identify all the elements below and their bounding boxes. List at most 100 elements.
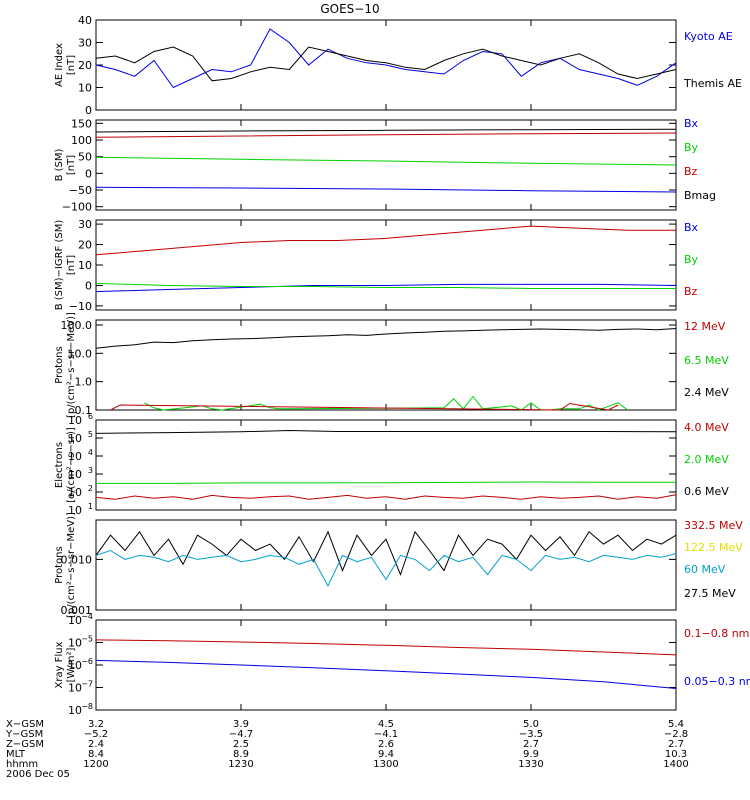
y-tick-label: 0.1 bbox=[75, 404, 93, 417]
y-tick-label: −50 bbox=[69, 184, 92, 197]
panel-protons-mev: 0.1 1.0 10.0 100.0 Protons [p/(cm²−s−sr−MeV)]… bbox=[54, 312, 729, 418]
axis-row-value: 5.0 bbox=[523, 719, 539, 730]
legend-entry: 27.5 MeV bbox=[684, 587, 736, 600]
legend-entry: 2.0 MeV bbox=[684, 453, 729, 466]
legend-entry: Themis AE bbox=[683, 77, 742, 90]
y-tick-label: 10 bbox=[68, 468, 82, 481]
y-tick-label: 10 bbox=[68, 637, 82, 650]
legend-entry: 6.5 MeV bbox=[684, 354, 729, 367]
panel-frame bbox=[95, 619, 677, 711]
y-tick-label: 10 bbox=[78, 82, 92, 95]
axis-row-label: Z−GSM bbox=[6, 739, 44, 750]
axis-row-value: 10.3 bbox=[665, 749, 687, 760]
series-2-0-mev bbox=[96, 481, 676, 484]
axis-row-label: hhmm bbox=[6, 759, 38, 770]
legend-entry: Bx bbox=[684, 221, 699, 234]
y-axis-label: [p/(cm²−s−sr−MeV)] bbox=[66, 312, 77, 418]
series-4-0-mev bbox=[95, 494, 677, 500]
legend-entry: By bbox=[684, 253, 699, 266]
axis-row-value: −4.7 bbox=[229, 729, 253, 740]
y-tick-label: 1.0 bbox=[75, 376, 93, 389]
y-tick-label: 100 bbox=[71, 134, 92, 147]
axis-row-value: 2.4 bbox=[88, 739, 104, 750]
y-tick-label: 30 bbox=[78, 218, 92, 231]
y-tick-exponent: 4 bbox=[88, 448, 93, 457]
y-tick-label: 10 bbox=[68, 486, 82, 499]
y-tick-label: 0 bbox=[85, 104, 92, 117]
y-tick-label: 0.001 bbox=[61, 604, 93, 617]
axis-row-value: 1200 bbox=[83, 759, 108, 770]
axis-row-value: 2.7 bbox=[523, 739, 539, 750]
series-27-5-mev bbox=[95, 530, 677, 577]
axis-row-label: MLT bbox=[6, 749, 26, 760]
y-tick-label: 100.0 bbox=[61, 319, 93, 332]
panel-bsm: −100 −50 0 50 100 150 B (SM) [nT] Bx By Bz Bmag bbox=[54, 117, 716, 214]
legend-entry: 60 MeV bbox=[684, 563, 726, 576]
y-tick-label: 50 bbox=[78, 151, 92, 164]
y-tick-label: 10 bbox=[68, 432, 82, 445]
y-axis-label: Electrons bbox=[54, 442, 65, 488]
legend-entry: 4.0 MeV bbox=[684, 421, 729, 434]
y-tick-label: 10 bbox=[68, 682, 82, 695]
series-themis-ae bbox=[95, 46, 677, 82]
y-axis-label: [e/(cm²−s−sr)] bbox=[66, 427, 77, 503]
series-0-6-mev bbox=[95, 429, 677, 434]
axis-row-value: 4.5 bbox=[378, 719, 394, 730]
panel-frame bbox=[95, 219, 677, 311]
series-0-1-0-8-nm bbox=[95, 639, 677, 656]
series-12-mev bbox=[110, 402, 619, 411]
legend-entry: 0.1−0.8 nm bbox=[684, 627, 749, 640]
legend-entry: 12 MeV bbox=[684, 320, 726, 333]
legend-entry: Bmag bbox=[684, 189, 716, 202]
axis-row-value: −4.1 bbox=[374, 729, 398, 740]
series-bmag bbox=[95, 128, 677, 133]
legend-entry: Bz bbox=[684, 285, 698, 298]
y-tick-label: 20 bbox=[78, 59, 92, 72]
axis-row-label: X−GSM bbox=[6, 719, 44, 730]
series-0-05-0-3-nm bbox=[95, 659, 677, 689]
axis-row-value: −3.5 bbox=[519, 729, 543, 740]
y-tick-exponent: −6 bbox=[81, 657, 93, 666]
y-axis-label: B (SM) bbox=[54, 148, 65, 181]
axis-row-value: 2.7 bbox=[668, 739, 684, 750]
y-axis-label: [nT] bbox=[66, 55, 77, 75]
series-2-4-mev bbox=[95, 328, 677, 349]
series-bx bbox=[95, 283, 677, 293]
axis-row-value: 1300 bbox=[373, 759, 398, 770]
panel-bsm-igrf: −10 0 10 20 30 B (SM)−IGRF (SM) [nT] Bx By Bz bbox=[54, 218, 699, 313]
y-tick-label: 10 bbox=[68, 414, 82, 427]
y-tick-label: −10 bbox=[69, 300, 92, 313]
y-tick-exponent: 5 bbox=[88, 430, 93, 439]
y-tick-label: −100 bbox=[62, 201, 92, 214]
y-tick-label: 10 bbox=[68, 659, 82, 672]
y-tick-label: 150 bbox=[71, 117, 92, 130]
legend-entry: Bx bbox=[684, 117, 699, 130]
y-tick-label: 0 bbox=[85, 279, 92, 292]
y-tick-exponent: −5 bbox=[81, 635, 93, 644]
y-axis-label: [nT] bbox=[66, 255, 77, 275]
panel-electrons: 10 1 10 2 10 3 10 4 10 5 10 6 Electrons [e/(cm²−s−sr)… bbox=[54, 412, 729, 517]
plot-title: GOES−10 bbox=[320, 2, 379, 16]
series-bx bbox=[95, 186, 677, 193]
y-tick-label: 10 bbox=[78, 259, 92, 272]
y-axis-label: [p/(cm²−s−sr−MeV)] bbox=[66, 512, 77, 618]
y-tick-label: 40 bbox=[78, 14, 92, 27]
y-axis-label: AE Index bbox=[54, 43, 65, 87]
plot-date: 2006 Dec 05 bbox=[6, 769, 70, 780]
y-axis-label: [W/m²] bbox=[66, 647, 77, 682]
axis-row-value: 2.5 bbox=[233, 739, 249, 750]
axis-row-value: −5.2 bbox=[84, 729, 108, 740]
axis-row-value: 1230 bbox=[228, 759, 253, 770]
y-tick-label: 10.0 bbox=[68, 347, 93, 360]
legend-entry: By bbox=[684, 141, 699, 154]
axis-row-value: 2.6 bbox=[378, 739, 394, 750]
y-axis-label: [nT] bbox=[66, 155, 77, 175]
axis-row-value: −2.8 bbox=[664, 729, 688, 740]
series-bz bbox=[95, 225, 676, 256]
axis-row-value: 3.9 bbox=[233, 719, 249, 730]
y-tick-label: 0.010 bbox=[61, 553, 93, 566]
y-tick-label: 10 bbox=[68, 450, 82, 463]
series-by bbox=[95, 282, 676, 289]
